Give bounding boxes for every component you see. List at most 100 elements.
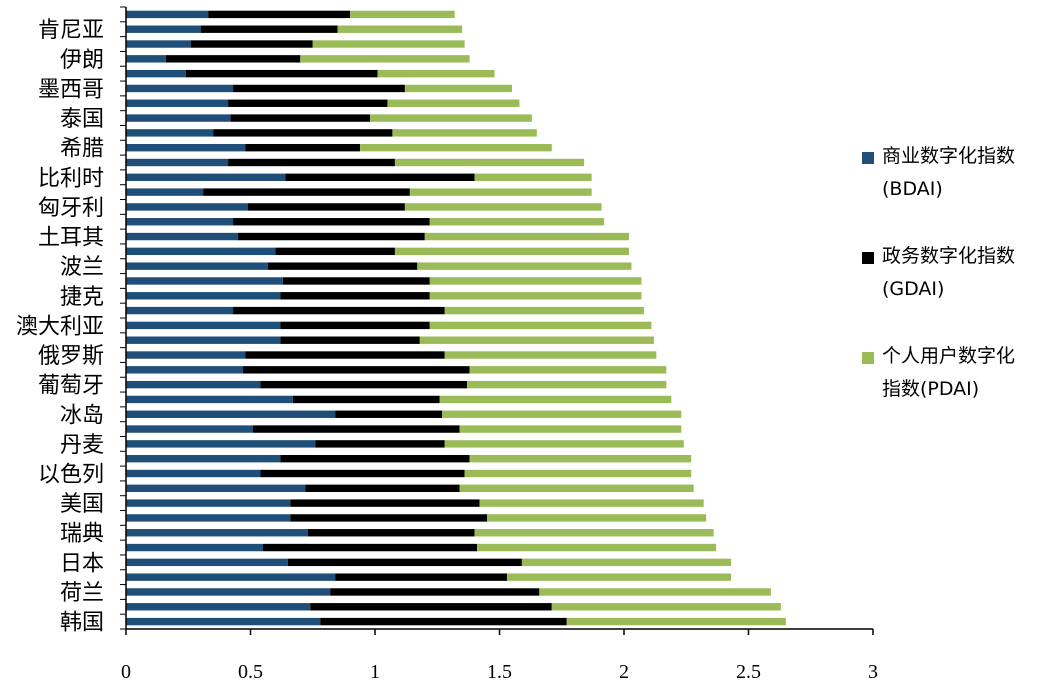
bar-gdai <box>203 188 410 196</box>
bar-bdai <box>126 543 263 552</box>
bar-bdai <box>126 469 261 478</box>
bar-gdai <box>245 351 445 359</box>
x-tick-label: 3 <box>868 661 878 683</box>
bar-bdai <box>126 25 201 33</box>
bar-gdai <box>262 543 478 552</box>
bar-bdai <box>126 188 204 196</box>
category-label: 瑞典 <box>60 521 104 546</box>
bar-gdai <box>200 25 338 33</box>
category-label: 捷克 <box>60 284 104 309</box>
category-label: 澳大利亚 <box>16 313 104 338</box>
bar-pdai <box>487 514 707 522</box>
bar-bdai <box>126 218 234 226</box>
bar-gdai <box>238 232 425 241</box>
x-tick-label: 0 <box>121 661 131 683</box>
bar-gdai <box>233 306 445 315</box>
bar-pdai <box>429 218 605 226</box>
bar-gdai <box>335 410 443 418</box>
legend-item-gdai: 政务数字化指数 (GDAI) <box>860 240 1055 306</box>
legend-label-sub: (GDAI) <box>882 278 945 300</box>
bar-bdai <box>126 114 231 122</box>
bar-bdai <box>126 380 261 389</box>
legend-label: 政务数字化指数 <box>882 245 1016 267</box>
bar-gdai <box>228 158 395 167</box>
bar-pdai <box>394 158 585 167</box>
legend-swatch-bdai <box>862 152 874 164</box>
bar-gdai <box>165 55 301 63</box>
bar-pdai <box>444 351 657 359</box>
x-tick-label: 0.5 <box>238 661 263 683</box>
bar-bdai <box>126 351 246 359</box>
category-label: 日本 <box>60 550 104 575</box>
bar-gdai <box>305 484 460 493</box>
legend-label-sub: 指数(PDAI) <box>882 378 980 400</box>
bar-pdai <box>350 10 455 19</box>
category-label: 比利时 <box>38 165 104 190</box>
bar-pdai <box>467 380 667 389</box>
bar-gdai <box>233 218 430 226</box>
bar-pdai <box>419 336 654 344</box>
bar-pdai <box>442 410 682 418</box>
bar-gdai <box>280 454 470 463</box>
bar-bdai <box>126 306 234 315</box>
bar-pdai <box>429 277 642 285</box>
bar-gdai <box>290 514 488 522</box>
bar-bdai <box>126 425 253 433</box>
bar-gdai <box>230 114 371 122</box>
bar-bdai <box>126 440 316 448</box>
category-label: 韩国 <box>60 610 104 635</box>
bar-bdai <box>126 603 311 611</box>
bar-bdai <box>126 129 214 137</box>
x-tick-label: 1.5 <box>487 661 512 683</box>
bar-gdai <box>292 395 440 404</box>
bar-bdai <box>126 558 288 567</box>
bar-gdai <box>260 469 465 478</box>
bar-bdai <box>126 292 281 300</box>
bar-pdai <box>474 173 592 182</box>
bar-pdai <box>404 84 512 93</box>
bar-bdai <box>126 143 246 152</box>
bar-gdai <box>275 247 395 256</box>
bar-bdai <box>126 588 331 596</box>
bar-pdai <box>566 617 786 626</box>
bar-bdai <box>126 410 336 418</box>
bar-gdai <box>310 603 552 611</box>
bar-pdai <box>459 425 682 433</box>
legend: 商业数字化指数 (BDAI) 政务数字化指数 (GDAI) 个人用户数字化 指数… <box>860 140 1055 440</box>
legend-swatch-pdai <box>862 352 874 364</box>
bar-gdai <box>243 366 470 374</box>
bar-pdai <box>394 247 629 256</box>
bar-bdai <box>126 55 166 63</box>
bar-pdai <box>404 203 602 211</box>
bar-pdai <box>409 188 592 196</box>
bar-pdai <box>459 484 694 493</box>
bar-pdai <box>337 25 463 33</box>
bar-pdai <box>469 366 667 374</box>
x-tick-label: 2.5 <box>736 661 761 683</box>
legend-label-sub: (BDAI) <box>882 178 943 200</box>
legend-swatch-gdai <box>862 252 874 264</box>
x-tick-label: 2 <box>619 661 629 683</box>
bar-bdai <box>126 573 336 581</box>
bar-bdai <box>126 40 191 48</box>
bar-pdai <box>551 603 781 611</box>
legend-item-pdai: 个人用户数字化 指数(PDAI) <box>860 340 1055 406</box>
bar-bdai <box>126 484 306 493</box>
bar-pdai <box>539 588 771 596</box>
legend-label: 个人用户数字化 <box>882 345 1016 367</box>
bar-pdai <box>444 440 684 448</box>
bar-bdai <box>126 277 283 285</box>
category-label: 肯尼亚 <box>38 17 104 42</box>
bar-pdai <box>464 469 692 478</box>
bar-bdai <box>126 529 308 537</box>
bar-bdai <box>126 366 244 374</box>
bar-pdai <box>474 529 714 537</box>
category-label: 冰岛 <box>60 402 104 427</box>
bar-gdai <box>285 173 475 182</box>
bar-pdai <box>387 99 520 107</box>
bar-pdai <box>417 262 632 270</box>
bar-bdai <box>126 10 209 19</box>
category-label: 墨西哥 <box>38 76 104 101</box>
category-label: 匈牙利 <box>38 195 104 220</box>
